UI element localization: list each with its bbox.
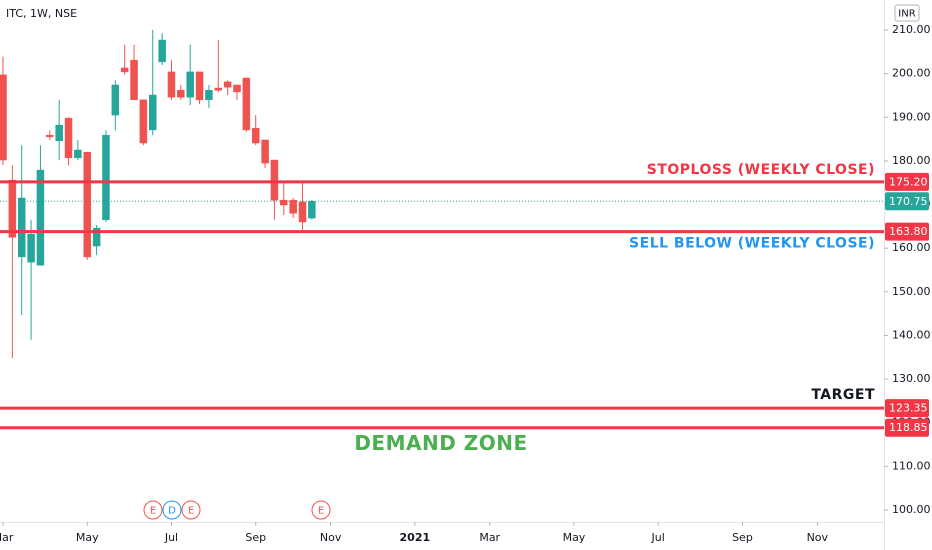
last-price-box bbox=[885, 192, 929, 211]
y-tick-label: 200.00 bbox=[892, 67, 931, 80]
event-label: D bbox=[168, 506, 176, 517]
y-tick-label: 180.00 bbox=[892, 154, 931, 167]
candle-body bbox=[149, 94, 157, 131]
price-label: 163.80 bbox=[889, 225, 928, 238]
candle-body bbox=[46, 134, 54, 138]
level-note: STOPLOSS (WEEKLY CLOSE) bbox=[647, 162, 875, 178]
x-tick-label: Sep bbox=[245, 531, 266, 544]
candle-body bbox=[64, 117, 73, 159]
candle-body bbox=[186, 71, 194, 98]
last-price-label: 170.75 bbox=[889, 195, 928, 208]
candle-body bbox=[289, 199, 297, 214]
candle-body bbox=[298, 201, 307, 223]
candle-body bbox=[83, 151, 91, 258]
candle-body bbox=[120, 67, 129, 73]
candle-body bbox=[261, 139, 269, 164]
chart-title: ITC, 1W, NSE bbox=[6, 7, 77, 20]
event-icon[interactable] bbox=[181, 500, 201, 520]
candle-body bbox=[0, 74, 7, 161]
candle-body bbox=[36, 169, 45, 266]
candle-body bbox=[177, 89, 185, 98]
y-tick-label: 100.00 bbox=[892, 503, 931, 516]
candle-body bbox=[130, 59, 138, 101]
level-note: SELL BELOW (WEEKLY CLOSE) bbox=[629, 236, 875, 252]
y-tick-label: 160.00 bbox=[892, 241, 931, 254]
event-label: E bbox=[150, 506, 156, 517]
event-icon[interactable] bbox=[311, 500, 331, 520]
candle-body bbox=[17, 197, 26, 258]
y-tick-label: 110.00 bbox=[892, 459, 931, 472]
price-label: 123.35 bbox=[889, 402, 928, 415]
y-tick-label: 130.00 bbox=[892, 372, 931, 385]
event-icon[interactable] bbox=[143, 500, 163, 520]
candle-body bbox=[158, 39, 166, 63]
candle-body bbox=[205, 89, 213, 101]
candle-body bbox=[27, 233, 35, 263]
x-tick-label: Nov bbox=[320, 531, 342, 544]
y-tick-label: 210.00 bbox=[892, 23, 931, 36]
candle-body bbox=[308, 201, 316, 219]
level-note: DEMAND ZONE bbox=[354, 431, 527, 455]
price-label-box bbox=[885, 418, 929, 437]
y-tick-label: 190.00 bbox=[892, 110, 931, 123]
price-label: 175.20 bbox=[889, 175, 928, 188]
event-icon[interactable] bbox=[162, 500, 182, 520]
candle-body bbox=[251, 127, 260, 144]
candle-body bbox=[242, 77, 251, 131]
price-label-box bbox=[885, 399, 929, 418]
x-tick-label: Jul bbox=[651, 531, 665, 544]
x-tick-label: 2021 bbox=[400, 531, 431, 544]
candle-body bbox=[214, 87, 223, 91]
event-label: E bbox=[188, 506, 194, 517]
currency-box bbox=[894, 4, 920, 22]
x-tick-label: Jul bbox=[164, 531, 178, 544]
time-axis-border bbox=[0, 522, 884, 523]
candle-body bbox=[167, 71, 176, 98]
currency: INR bbox=[898, 9, 915, 20]
event-markers: E D E E bbox=[143, 500, 331, 520]
candles bbox=[0, 30, 316, 359]
y-tick-label: 140.00 bbox=[892, 328, 931, 341]
x-tick-label: Nov bbox=[807, 531, 829, 544]
candle-body bbox=[195, 71, 204, 101]
candle-body bbox=[233, 84, 241, 93]
candle-body bbox=[8, 179, 17, 238]
candle-body bbox=[55, 124, 63, 142]
event-label: E bbox=[318, 506, 324, 517]
candle-body bbox=[223, 81, 232, 88]
price-label-box bbox=[885, 172, 929, 191]
price-label-box bbox=[885, 222, 929, 241]
price-label: 118.85 bbox=[889, 421, 928, 434]
candle-body bbox=[139, 99, 148, 144]
y-tick-label: 150.00 bbox=[892, 285, 931, 298]
price-axis-border bbox=[884, 0, 885, 550]
x-tick-label: Mar bbox=[0, 531, 14, 544]
candle-body bbox=[102, 134, 110, 221]
x-tick-label: May bbox=[76, 531, 99, 544]
candle-body bbox=[280, 199, 288, 206]
candle-body bbox=[92, 227, 101, 247]
candle-body bbox=[270, 159, 279, 201]
candle-body bbox=[74, 149, 82, 159]
level-note: TARGET bbox=[811, 387, 875, 403]
candle-body bbox=[111, 84, 120, 116]
x-tick-label: Sep bbox=[732, 531, 753, 544]
x-tick-label: May bbox=[563, 531, 586, 544]
x-tick-label: Mar bbox=[479, 531, 500, 544]
